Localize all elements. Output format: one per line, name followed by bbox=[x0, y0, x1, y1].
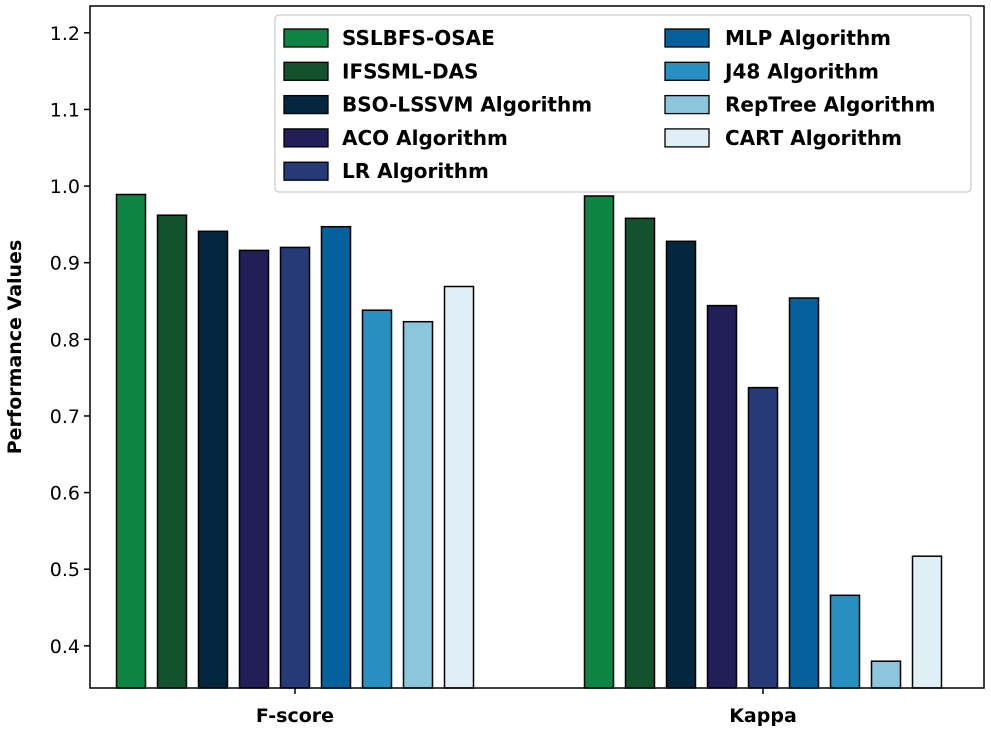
legend-label-lr-algorithm: LR Algorithm bbox=[342, 159, 489, 183]
legend-swatch-bso-lssvm-algorithm bbox=[283, 94, 329, 115]
bar-kappa-j48-algorithm bbox=[829, 594, 861, 689]
y-tick-label: 0.4 bbox=[50, 636, 80, 658]
y-axis: 0.4 0.5 0.6 0.7 0.8 0.9 1.0 1.1 1.2 bbox=[50, 23, 90, 658]
x-axis: F-score Kappa bbox=[256, 688, 797, 727]
x-tick-label-kappa: Kappa bbox=[729, 705, 797, 727]
plot-frame bbox=[89, 5, 985, 689]
legend-swatch-cart-algorithm bbox=[664, 128, 710, 148]
legend-swatch-aco-algorithm bbox=[283, 128, 329, 148]
legend-label-reptree-algorithm: RepTree Algorithm bbox=[725, 93, 935, 117]
y-tick-label: 0.5 bbox=[50, 559, 80, 581]
legend-label-cart-algorithm: CART Algorithm bbox=[725, 126, 902, 150]
bar-f-score-j48-algorithm bbox=[361, 309, 393, 689]
legend-label-j48-algorithm: J48 Algorithm bbox=[723, 59, 879, 83]
bar-kappa-sslbfs-osae bbox=[583, 195, 615, 689]
legend-label-mlp-algorithm: MLP Algorithm bbox=[725, 26, 891, 50]
legend-swatch-j48-algorithm bbox=[664, 61, 710, 81]
bar-kappa-ifssml-das bbox=[624, 217, 656, 689]
legend-swatch-sslbfs-osae bbox=[283, 28, 329, 48]
bar-kappa-lr-algorithm bbox=[747, 386, 779, 689]
bar-kappa-aco-algorithm bbox=[706, 304, 738, 689]
y-tick-label: 0.8 bbox=[50, 329, 80, 351]
legend-swatch-reptree-algorithm bbox=[664, 94, 710, 115]
legend-swatch-mlp-algorithm bbox=[664, 28, 710, 48]
y-tick-label: 1.0 bbox=[50, 176, 80, 198]
bar-f-score-aco-algorithm bbox=[238, 249, 270, 689]
y-tick-label: 1.2 bbox=[50, 23, 80, 45]
y-tick-label: 1.1 bbox=[50, 99, 80, 121]
y-axis-label: Performance Values bbox=[4, 240, 26, 455]
legend-swatch-lr-algorithm bbox=[283, 161, 329, 181]
bar-kappa-bso-lssvm-algorithm bbox=[665, 240, 697, 689]
y-tick-label: 0.9 bbox=[50, 253, 80, 275]
bar-f-score-bso-lssvm-algorithm bbox=[197, 230, 229, 689]
bar-kappa-mlp-algorithm bbox=[788, 297, 820, 689]
legend-label-ifssml-das: IFSSML-DAS bbox=[342, 59, 478, 83]
x-tick-label-f-score: F-score bbox=[256, 705, 334, 727]
bar-f-score-mlp-algorithm bbox=[320, 225, 352, 689]
y-tick-label: 0.7 bbox=[50, 406, 80, 428]
legend-swatch-ifssml-das bbox=[283, 61, 329, 81]
bar-f-score-cart-algorithm bbox=[443, 285, 475, 689]
bar-kappa-cart-algorithm bbox=[911, 555, 943, 689]
legend-label-bso-lssvm-algorithm: BSO-LSSVM Algorithm bbox=[342, 93, 592, 117]
bar-f-score-lr-algorithm bbox=[279, 246, 311, 689]
bar-kappa-reptree-algorithm bbox=[870, 660, 902, 689]
bar-f-score-reptree-algorithm bbox=[402, 320, 434, 689]
bar-f-score-sslbfs-osae bbox=[115, 193, 147, 689]
y-tick-label: 0.6 bbox=[50, 483, 80, 505]
legend-label-sslbfs-osae: SSLBFS-OSAE bbox=[342, 26, 495, 50]
legend: SSLBFS-OSAE IFSSML-DAS BSO-LSSVM Algorithm… bbox=[274, 14, 972, 193]
bars-layer bbox=[115, 193, 943, 689]
legend-box bbox=[274, 14, 972, 193]
bar-f-score-ifssml-das bbox=[156, 214, 188, 689]
legend-label-aco-algorithm: ACO Algorithm bbox=[342, 126, 508, 150]
